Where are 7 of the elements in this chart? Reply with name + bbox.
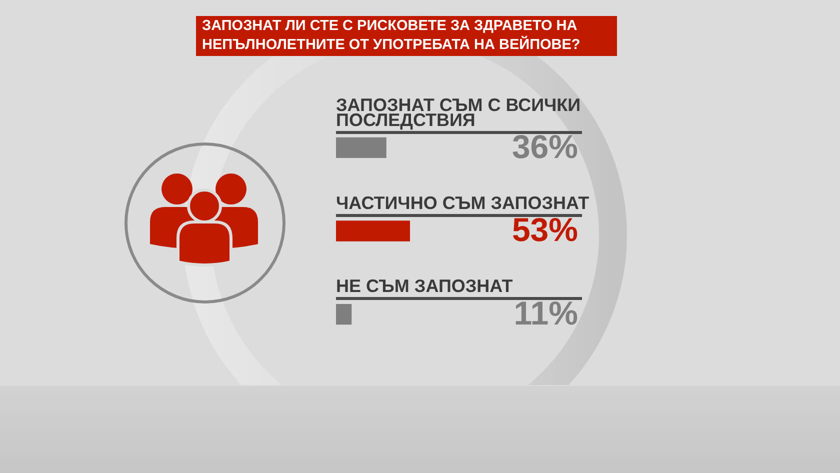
data-label: 53%	[512, 211, 578, 248]
y-tick-label: НЕ СЪМ ЗАПОЗНАТ	[336, 276, 514, 296]
data-label: 11%	[514, 294, 578, 332]
y-tick-label: ЗАПОЗНАТ СЪМ С ВСИЧКИ ПОСЛЕДСТВИЯ	[336, 94, 582, 130]
chart-title: ЗАПОЗНАТ ЛИ СТЕ С РИСКОВЕТЕ ЗА ЗДРАВЕТО НА НЕПЪЛНОЛЕТНИТЕ ОТ УПОТРЕБАТА НА ВЕЙПОВЕ?	[196, 16, 617, 56]
y-tick-label: ЧАСТИЧНО СЪМ ЗАПОЗНАТ	[336, 193, 590, 213]
data-label: 36%	[512, 128, 578, 165]
